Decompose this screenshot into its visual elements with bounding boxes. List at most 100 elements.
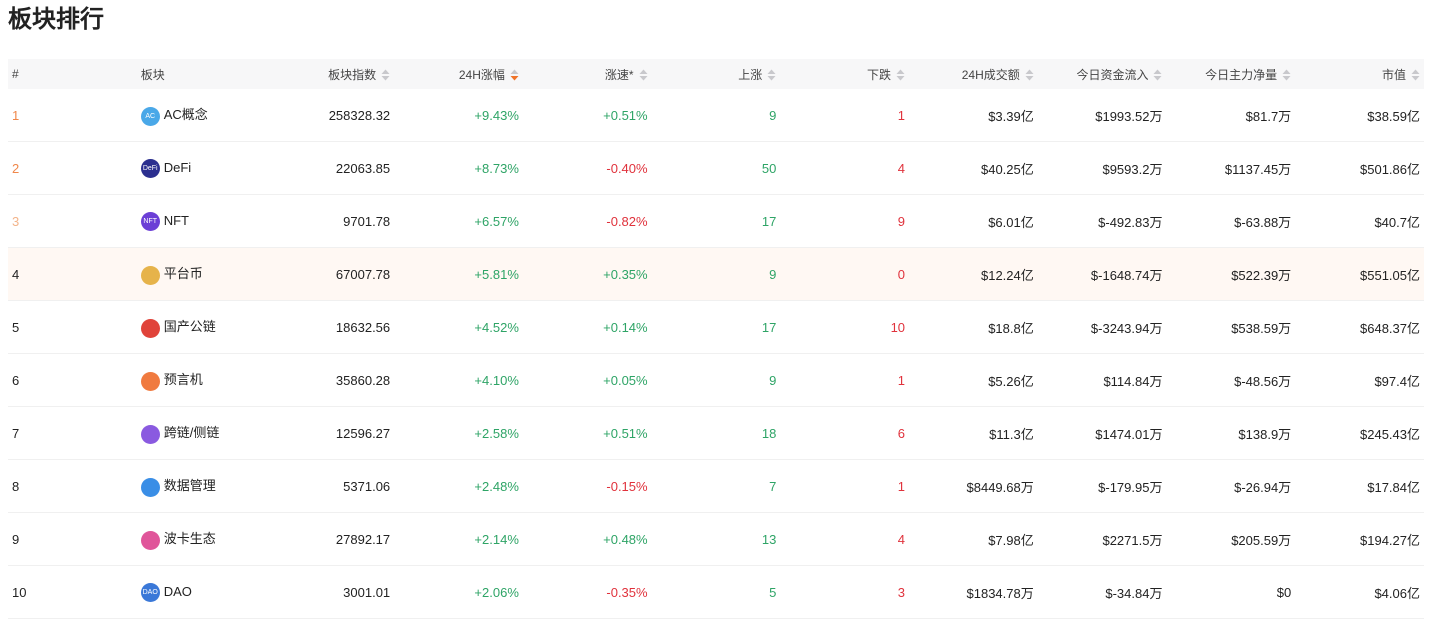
cell: 9 [651, 89, 781, 142]
column-header[interactable]: 今日资金流入 [1037, 59, 1167, 89]
value: $-34.84万 [1105, 585, 1163, 601]
value: -0.35% [606, 584, 648, 600]
cell: 3 [780, 565, 910, 619]
cell: +4.10% [394, 353, 523, 407]
cell: 6 [8, 353, 137, 407]
cell: 5 [8, 300, 137, 354]
value: $-492.83万 [1098, 214, 1163, 230]
table-row[interactable]: 4 平台币 67007.78 +5.81% +0.35% 9 0 $12.24亿 $-1648.… [8, 247, 1424, 301]
sort-icon[interactable] [1025, 69, 1034, 81]
sector-name[interactable]: DAO [163, 583, 192, 599]
value: $-179.95万 [1098, 479, 1163, 495]
value: +2.14% [474, 531, 519, 547]
header-label: 24H成交额 [961, 67, 1020, 82]
sort-icon[interactable] [767, 69, 776, 81]
sort-icon[interactable] [1411, 69, 1420, 81]
column-header[interactable]: 涨速* [522, 59, 652, 89]
sector-name[interactable]: AC概念 [163, 107, 208, 123]
column-header[interactable]: 上涨 [651, 59, 781, 89]
value: $-48.56万 [1234, 373, 1292, 389]
sort-icon[interactable] [1153, 69, 1162, 81]
value: 4 [897, 531, 906, 547]
value: $1137.45万 [1224, 161, 1292, 177]
value: +0.05% [603, 372, 648, 388]
cell: -0.35% [522, 565, 652, 619]
cell: 7 [651, 459, 781, 513]
rank: 5 [12, 319, 20, 335]
column-header[interactable]: 市值 [1295, 59, 1424, 89]
column-header[interactable]: 板块指数 [265, 59, 395, 89]
table-row[interactable]: 2 DeFi DeFi 22063.85 +8.73% -0.40% 50 4 $40.25亿 $… [8, 141, 1424, 195]
value: $648.37亿 [1360, 320, 1420, 336]
sector-icon [140, 318, 160, 338]
sector-icon: AC [140, 106, 160, 126]
sector-name[interactable]: 数据管理 [163, 478, 216, 494]
table-row[interactable]: 10 DAO DAO 3001.01 +2.06% -0.35% 5 3 $1834.78万 $-… [8, 565, 1424, 619]
cell: $-492.83万 [1037, 194, 1167, 248]
cell: $4.06亿 [1295, 565, 1424, 619]
sector-name[interactable]: 平台币 [163, 266, 203, 282]
value: +2.48% [474, 478, 519, 494]
cell: $538.59万 [1166, 300, 1296, 354]
value: 18632.56 [335, 319, 391, 335]
cell: $9593.2万 [1037, 141, 1167, 195]
column-header[interactable]: 今日主力净量 [1166, 59, 1296, 89]
value: $7.98亿 [988, 532, 1034, 548]
sector-name[interactable]: 跨链/侧链 [163, 425, 220, 441]
sector-icon [140, 265, 160, 285]
value: $138.9万 [1238, 426, 1292, 442]
sort-icon[interactable] [1282, 69, 1291, 81]
table-row[interactable]: 6 预言机 35860.28 +4.10% +0.05% 9 1 $5.26亿 $114.84万… [8, 353, 1424, 407]
value: +0.51% [603, 107, 648, 123]
value: $97.4亿 [1374, 373, 1420, 389]
sort-icon[interactable] [381, 69, 390, 81]
cell: +4.52% [394, 300, 523, 354]
column-header[interactable]: 24H成交额 [909, 59, 1038, 89]
sector-name[interactable]: DeFi [163, 159, 192, 175]
cell: -0.40% [522, 141, 652, 195]
cell: 2 [8, 141, 137, 195]
value: +2.58% [474, 425, 519, 441]
cell: 35860.28 [265, 353, 395, 407]
sector-icon [140, 371, 160, 391]
value: $522.39万 [1231, 267, 1292, 283]
table-row[interactable]: 3 NFT NFT 9701.78 +6.57% -0.82% 17 9 $6.01亿 $-492… [8, 194, 1424, 248]
cell: +6.57% [394, 194, 523, 248]
value: +2.06% [474, 584, 519, 600]
column-header[interactable]: 下跌 [780, 59, 910, 89]
value: $9593.2万 [1102, 161, 1163, 177]
value: +9.43% [474, 107, 519, 123]
sector-name[interactable]: 预言机 [163, 372, 203, 388]
sector-name[interactable]: 国产公链 [163, 319, 216, 335]
value: $1474.01万 [1095, 426, 1163, 442]
table-row[interactable]: 9 波卡生态 27892.17 +2.14% +0.48% 13 4 $7.98亿 $2271.… [8, 512, 1424, 566]
value: $1993.52万 [1095, 108, 1163, 124]
table-row[interactable]: 8 数据管理 5371.06 +2.48% -0.15% 7 1 $8449.68万 $-179… [8, 459, 1424, 513]
sector-name[interactable]: NFT [163, 212, 189, 228]
cell: 跨链/侧链 [136, 406, 266, 460]
sort-icon[interactable] [639, 69, 648, 81]
cell: +2.06% [394, 565, 523, 619]
cell: $1137.45万 [1166, 141, 1296, 195]
value: $11.3亿 [989, 426, 1034, 442]
table-row[interactable]: 1 AC AC概念 258328.32 +9.43% +0.51% 9 1 $3.39亿 $199… [8, 89, 1424, 142]
cell: 1 [780, 459, 910, 513]
cell: 0 [780, 247, 910, 301]
table-row[interactable]: 5 国产公链 18632.56 +4.52% +0.14% 17 10 $18.8亿 $-324… [8, 300, 1424, 354]
sort-icon[interactable] [896, 69, 905, 81]
table-row[interactable]: 7 跨链/侧链 12596.27 +2.58% +0.51% 18 6 $11.3亿 $1474… [8, 406, 1424, 460]
value: 1 [897, 478, 906, 494]
value: $40.25亿 [980, 161, 1034, 177]
sort-icon[interactable] [510, 69, 519, 81]
value: 12596.27 [335, 425, 391, 441]
cell: 50 [651, 141, 781, 195]
cell: $138.9万 [1166, 406, 1296, 460]
value: 5 [769, 584, 777, 600]
cell: +0.05% [522, 353, 652, 407]
cell: 10 [780, 300, 910, 354]
column-header[interactable]: 24H涨幅 [394, 59, 523, 89]
value: $81.7万 [1245, 108, 1292, 124]
header-label: 市值 [1381, 67, 1406, 82]
value: +4.10% [474, 372, 519, 388]
sector-name[interactable]: 波卡生态 [163, 531, 216, 547]
